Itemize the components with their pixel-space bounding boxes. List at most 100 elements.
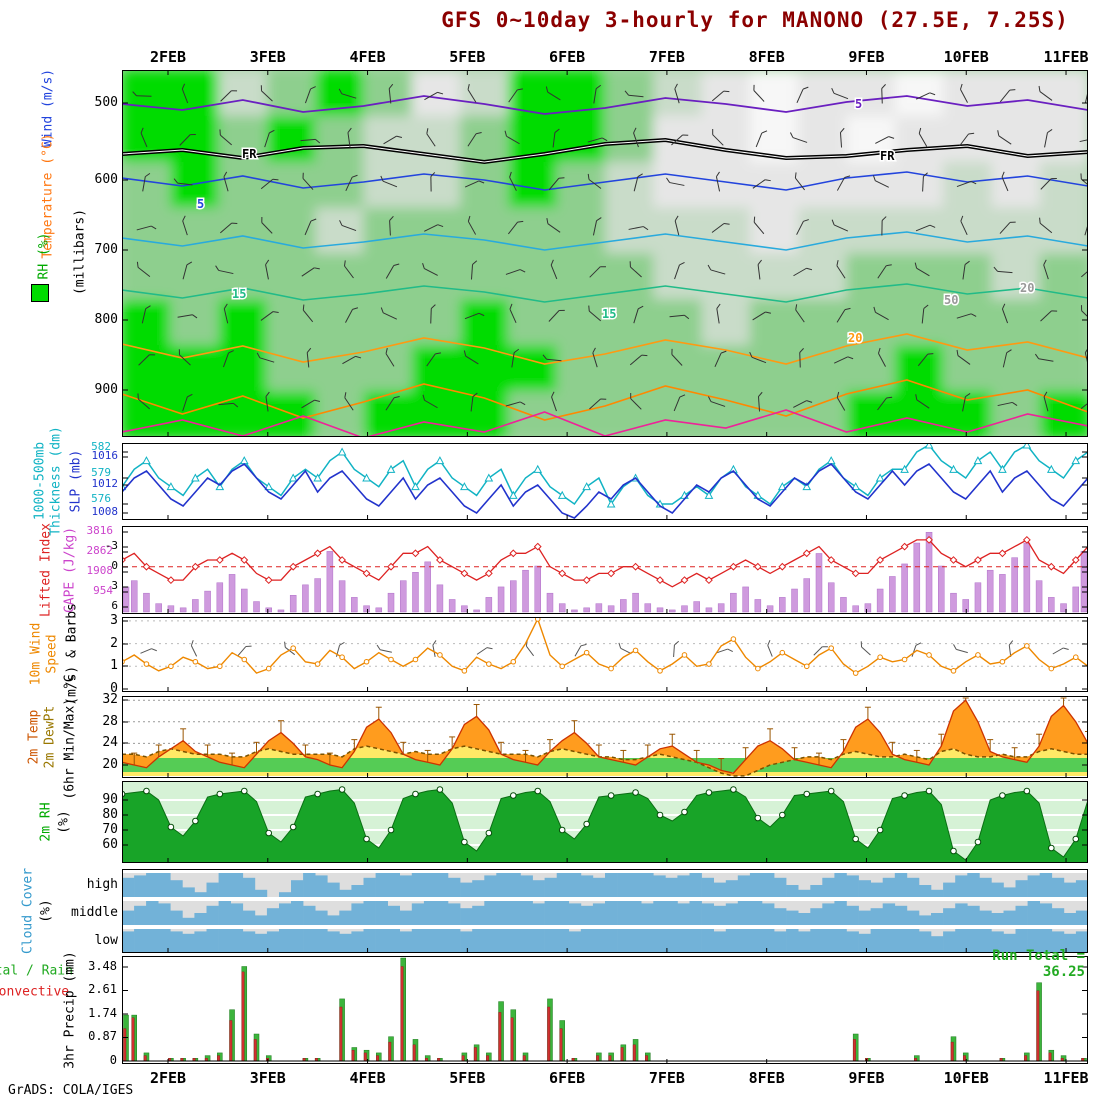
- axis-title: 10m Wind: [28, 622, 44, 686]
- contour-FR-inner: [122, 139, 1088, 163]
- date-ticks: [167, 1059, 1067, 1063]
- precip-total-bars: [123, 957, 1087, 1062]
- y-tick-label: low: [94, 933, 118, 948]
- green-band: [123, 758, 1087, 772]
- axis-title: (%): [38, 899, 54, 923]
- value-ticks: [122, 531, 1088, 608]
- contour-line: [122, 283, 1088, 303]
- y-tick-label: 80: [102, 807, 118, 822]
- y-tick-label: 70: [102, 822, 118, 837]
- thickness-markers: [122, 443, 1081, 508]
- contour-label: 20: [848, 331, 862, 345]
- y-tick-label: 0: [110, 681, 118, 696]
- y-tick-label: 576: [91, 492, 111, 505]
- contour-label: FR: [242, 147, 257, 161]
- date-label-bottom: 11FEB: [1043, 1069, 1089, 1087]
- axis-title: 3hr Precip (mm): [62, 951, 78, 1069]
- y-tick-label: 800: [94, 312, 118, 327]
- rh-area: [122, 789, 1088, 862]
- contour-label: 15: [602, 307, 616, 321]
- axis-title: (%): [56, 810, 72, 834]
- minmax-whiskers: [131, 697, 1088, 771]
- y-tick-label: 2862: [86, 544, 114, 557]
- date-label-bottom: 3FEB: [249, 1069, 286, 1087]
- value-ticks: [122, 699, 1088, 766]
- contour-line: [122, 379, 1088, 421]
- wind-gridlines: [123, 620, 1087, 667]
- contour-label: FR: [880, 149, 895, 163]
- contour-label: 15: [232, 287, 246, 301]
- date-ticks: [167, 773, 1067, 777]
- chart-title: GFS 0~10day 3-hourly for MANONO (27.5E, …: [441, 8, 1069, 32]
- date-label-bottom: 6FEB: [549, 1069, 586, 1087]
- y-tick-label: 1: [110, 658, 118, 673]
- value-ticks: [122, 102, 1088, 391]
- date-label-top: 5FEB: [449, 48, 486, 66]
- y-tick-label: 2: [110, 636, 118, 651]
- axis-title: 2m RH: [38, 802, 54, 842]
- date-label-bottom: 8FEB: [748, 1069, 785, 1087]
- cape-li-panel: [122, 526, 1088, 614]
- date-label-top: 9FEB: [848, 48, 885, 66]
- y-tick-label: 3: [110, 613, 118, 628]
- y-tick-label: 1008: [91, 505, 119, 518]
- axis-title: 2m DewPt: [42, 705, 58, 769]
- cape-bars: [122, 531, 1088, 613]
- slp-line: [122, 462, 1088, 519]
- cloud-bars-high: [122, 873, 1088, 897]
- date-label-bottom: 5FEB: [449, 1069, 486, 1087]
- y-tick-label: 954: [93, 584, 113, 597]
- axis-title: Speed: [44, 634, 60, 674]
- contour-label: 50: [944, 293, 958, 307]
- cloud-bars-low: [122, 929, 1088, 953]
- axis-title: CAPE (J/kg): [62, 526, 78, 614]
- upper-air-panel: FR FR 5 5 15 15 20 50 20: [122, 70, 1088, 437]
- temp-line: [122, 699, 1088, 774]
- y-tick-label: 24: [102, 735, 118, 750]
- y-tick-label: 60: [102, 837, 118, 852]
- value-ticks: [122, 799, 1088, 846]
- y-tick-label: 582: [91, 440, 111, 453]
- date-label-bottom: 9FEB: [848, 1069, 885, 1087]
- date-label-top: 3FEB: [249, 48, 286, 66]
- date-ticks: [167, 515, 1067, 519]
- axis-title: Thickness (dm): [48, 426, 64, 536]
- contour-label: 5: [197, 197, 204, 211]
- y-tick-label: 3816: [86, 524, 114, 537]
- y-tick-label: 579: [91, 466, 111, 479]
- cloud-bars-middle: [122, 901, 1088, 925]
- wind-speed-line: [122, 617, 1088, 674]
- y-tick-label: 2.61: [88, 982, 117, 996]
- axis-title: RH (%): [36, 232, 52, 280]
- y-tick-label: 20: [102, 757, 118, 772]
- y-tick-label: 600: [94, 172, 118, 187]
- axis-title: Cloud Cover: [20, 867, 36, 955]
- precip-panel: [122, 956, 1088, 1064]
- y-tick-label: 3: [111, 579, 118, 592]
- credit-label: GrADS: COLA/IGES: [8, 1083, 134, 1098]
- contour-label: 20: [1020, 281, 1034, 295]
- dewpoint-line: [122, 745, 1088, 777]
- y-tick-label: 6: [111, 599, 118, 612]
- value-ticks: [122, 620, 1088, 690]
- axis-title: 2m Temp: [26, 709, 42, 765]
- axis-title: Total / Rain: [0, 963, 73, 979]
- date-label-top: 10FEB: [943, 48, 989, 66]
- y-tick-label: 900: [94, 382, 118, 397]
- date-ticks: [167, 948, 1067, 952]
- y-tick-label: 1.74: [88, 1006, 117, 1020]
- date-label-bottom: 7FEB: [648, 1069, 685, 1087]
- y-tick-label: 0: [109, 1053, 117, 1067]
- contour-line: [122, 171, 1088, 191]
- date-label-top: 2FEB: [149, 48, 187, 66]
- y-tick-label: 90: [102, 792, 118, 807]
- value-ticks: [122, 451, 1088, 514]
- y-tick-label: 28: [102, 714, 118, 729]
- date-label-bottom: 2FEB: [149, 1069, 187, 1087]
- y-tick-label: 700: [94, 242, 118, 257]
- date-label-top: 8FEB: [748, 48, 785, 66]
- date-label-top: 7FEB: [648, 48, 685, 66]
- date-label-bottom: 10FEB: [943, 1069, 989, 1087]
- y-tick-label: 0: [111, 559, 118, 572]
